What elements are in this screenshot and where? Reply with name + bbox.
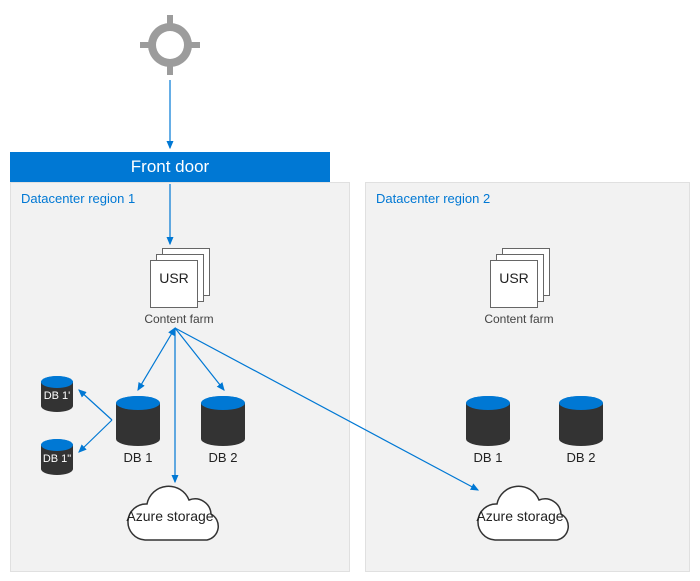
- db-r2-db2-label: DB 2: [555, 450, 607, 465]
- region-1-label: Datacenter region 1: [21, 191, 135, 206]
- db-r1-db1-label: DB 1: [112, 450, 164, 465]
- cloud-label-1: Azure storage: [120, 508, 220, 525]
- usr-stack-region2: USR: [490, 248, 550, 308]
- content-farm-caption-2: Content farm: [474, 312, 564, 326]
- db-r1-small1-label: DB 1': [40, 390, 74, 402]
- front-door: Front door: [10, 152, 330, 182]
- db-r1-db2: [200, 395, 246, 454]
- db-r2-db1-label: DB 1: [462, 450, 514, 465]
- cloud-label-2: Azure storage: [470, 508, 570, 525]
- usr-stack-region1: USR: [150, 248, 210, 308]
- usr-label-2: USR: [490, 270, 538, 286]
- db-r2-db1: [465, 395, 511, 454]
- db-r1-small1: DB 1': [40, 375, 74, 420]
- db-r1-db1: [115, 395, 161, 454]
- db-r1-small2: DB 1": [40, 438, 74, 483]
- db-r1-db2-label: DB 2: [197, 450, 249, 465]
- db-r2-db2: [558, 395, 604, 454]
- content-farm-caption-1: Content farm: [134, 312, 224, 326]
- front-door-label: Front door: [131, 157, 209, 176]
- db-r1-small2-label: DB 1": [40, 453, 74, 465]
- usr-label-1: USR: [150, 270, 198, 286]
- region-2-label: Datacenter region 2: [376, 191, 490, 206]
- globe-icon: [140, 15, 200, 75]
